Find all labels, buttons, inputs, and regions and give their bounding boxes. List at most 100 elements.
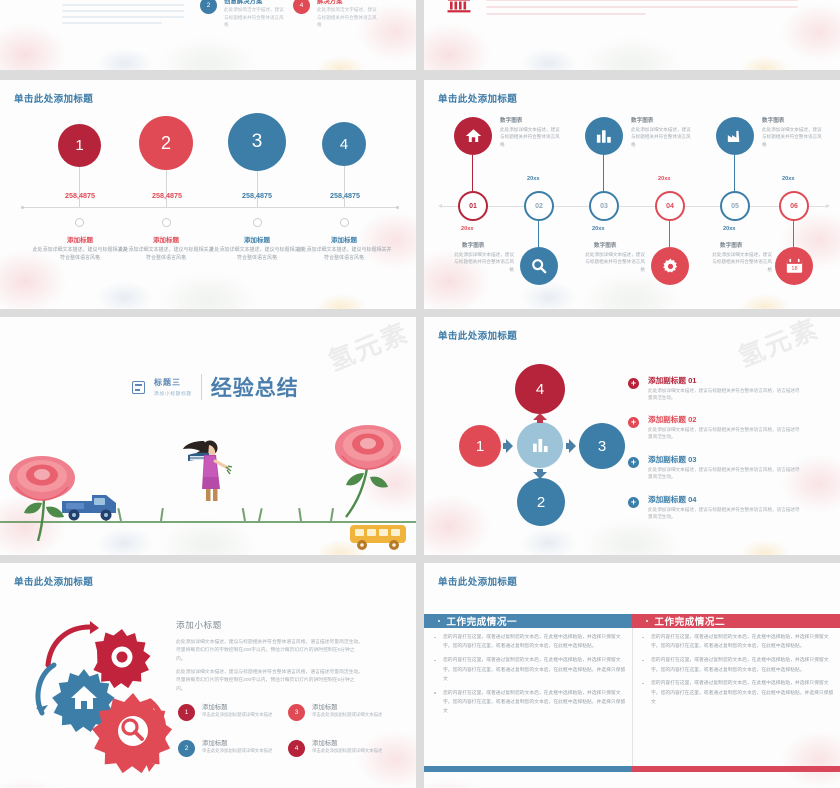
- step-year-1: 20xx: [461, 226, 474, 232]
- plus-icon-1[interactable]: +: [628, 378, 639, 389]
- bullet-item: 您的内容打在这里，或者通过复制您的文本后，在此框中选择粘贴，并选择只保留文字。您…: [430, 689, 626, 717]
- step-ring-5[interactable]: 05: [720, 191, 750, 221]
- bullet-dot-icon: [438, 619, 441, 622]
- slide-thumbnail-gears[interactable]: 单击此处添加标题: [0, 563, 416, 788]
- rose-illustration-right: [335, 425, 401, 518]
- column-header-right-label: 工作完成情况二: [654, 616, 726, 628]
- cycle-circle-left[interactable]: 1: [459, 425, 501, 467]
- slide-thumbnail-balloons[interactable]: 单击此处添加标题 1 258,4875 添加标题 此处添加详细文本描述，建议与标…: [0, 80, 416, 309]
- arrow-down-icon: [533, 469, 547, 479]
- timeline-axis: [21, 205, 399, 209]
- step-icon-circle-5[interactable]: [716, 117, 754, 155]
- step-heading-1: 数字图表: [500, 118, 523, 124]
- cycle-circle-right[interactable]: 3: [579, 423, 625, 469]
- step-ring-4[interactable]: 04: [655, 191, 685, 221]
- gears-item-number-3: 3: [288, 704, 305, 721]
- step-ring-2[interactable]: 02: [524, 191, 554, 221]
- gears-item-desc-1: 单击此处添加副标题或详细文本描述: [202, 712, 273, 717]
- column-body-right: 您的内容打在这里，或者通过复制您的文本后，在此框中选择粘贴，并选择只保留文字。您…: [638, 633, 834, 712]
- gears-item-desc-3: 单击此处添加副标题或详细文本描述: [312, 712, 383, 717]
- ground-line: [0, 521, 416, 523]
- gear-icon: [662, 258, 677, 273]
- balloon-label-1: 添加标题: [67, 237, 93, 244]
- step-body-5: 此处添加详细文本描述，建议与标题相关并符合整体语言风格: [762, 127, 822, 147]
- cycle-list-title-2: 添加副标题 02: [648, 415, 697, 424]
- slide-thumbnail-six-steps[interactable]: 单击此处添加标题 01 20xx 数字图表 此处添加详细文本描述，建议与标题相关…: [424, 80, 840, 309]
- cycle-circle-bottom[interactable]: 2: [517, 478, 565, 526]
- top-left-item-body-2: 此处添加简洁文字描述，建议与标题相关并符合整体语言风格: [317, 7, 377, 28]
- bullet-item: 您的内容打在这里，或者通过复制您的文本后，在此框中选择粘贴，并选择只保留文字。您…: [430, 633, 626, 652]
- gears-item-title-1: 添加标题: [202, 704, 228, 711]
- step-body-2: 此处添加详细文本描述，建议与标题相关并符合整体语言风格: [454, 252, 514, 272]
- plus-icon-2[interactable]: +: [628, 417, 639, 428]
- bullet-dot-icon: [646, 619, 649, 622]
- gear-red-search: [92, 693, 173, 774]
- step-year-4: 20xx: [658, 176, 671, 182]
- step-body-1: 此处添加详细文本描述，建议与标题相关并符合整体语言风格: [500, 127, 560, 147]
- svg-text:18: 18: [791, 266, 797, 272]
- factory-icon: [727, 130, 739, 142]
- timeline-node-4: [340, 218, 349, 227]
- step-icon-circle-4[interactable]: [651, 247, 689, 285]
- step-ring-3[interactable]: 03: [589, 191, 619, 221]
- balloon-3[interactable]: 3: [228, 113, 286, 171]
- balloon-1[interactable]: 1: [58, 124, 101, 167]
- slide-thumbnail-two-columns[interactable]: 单击此处添加标题 工作完成情况一 工作完成情况二 您的内容打在这里，或者通过复制…: [424, 563, 840, 788]
- step-body-6: 此处添加详细文本描述，建议与标题相关并符合整体语言风格: [712, 252, 772, 272]
- bullet-item: 您的内容打在这里，或者通过复制您的文本后，在此框中选择粘贴，并选择只保留文字。您…: [638, 656, 834, 675]
- cycle-circle-top[interactable]: 4: [515, 364, 565, 414]
- gear-blue-house: [52, 669, 115, 732]
- balloon-label-3: 添加标题: [244, 237, 270, 244]
- step-icon-circle-1[interactable]: [454, 117, 492, 155]
- step-icon-circle-3[interactable]: [585, 117, 623, 155]
- arrow-right-icon-left: [503, 439, 513, 453]
- step-heading-2: 数字图表: [462, 243, 485, 249]
- blue-truck-illustration: [62, 495, 116, 521]
- slide-thumbnail-cycle[interactable]: 单击此处添加标题 4 2 1 3 + 添加副标题 01 此处添加详细文本描述，建…: [424, 317, 840, 555]
- footer-bar-left: [424, 766, 632, 772]
- cycle-list-body-2: 此处添加详细文本描述，建议与标题相关并符合整体语言风格，语言描述尽量简洁生动。: [648, 427, 800, 440]
- section-badge-icon: [132, 380, 145, 394]
- slide-thumbnail-top-right[interactable]: [424, 0, 840, 70]
- section-sublabel: 添加小标题标题: [154, 392, 192, 397]
- column-divider: [632, 628, 633, 768]
- balloon-4[interactable]: 4: [322, 122, 366, 166]
- cover-title: 经验总结: [210, 377, 299, 400]
- arrow-up-icon: [533, 413, 547, 423]
- step-ring-1[interactable]: 01: [458, 191, 488, 221]
- step-year-6: 20xx: [782, 176, 795, 182]
- rose-illustration-left: [9, 456, 75, 541]
- top-left-item-body-1: 此处添加简洁文字描述，建议与标题相关并符合整体语言风格: [224, 7, 284, 28]
- slide-thumbnail-top-left[interactable]: 2 创意解决方案 此处添加简洁文字描述，建议与标题相关并符合整体语言风格 4 解…: [0, 0, 416, 70]
- cycle-list-body-4: 此处添加详细文本描述，建议与标题相关并符合整体语言风格，语言描述尽量简洁生动。: [648, 507, 800, 520]
- step-icon-circle-6[interactable]: 18: [775, 247, 813, 285]
- cycle-list-body-1: 此处添加详细文本描述，建议与标题相关并符合整体语言风格，语言描述尽量简洁生动。: [648, 388, 800, 401]
- page-title: 单击此处添加标题: [14, 94, 94, 105]
- step-heading-4: 数字图表: [594, 243, 617, 249]
- cycle-center-circle[interactable]: [517, 422, 563, 468]
- yellow-bus-illustration: [350, 525, 406, 550]
- plus-icon-4[interactable]: +: [628, 497, 639, 508]
- chart-icon: [596, 129, 611, 143]
- timeline-node-3: [253, 218, 262, 227]
- step-ring-6[interactable]: 06: [779, 191, 809, 221]
- six-step-axis: [438, 204, 830, 208]
- balloon-label-2: 添加标题: [153, 237, 179, 244]
- bullet-item: 您的内容打在这里，或者通过复制您的文本后，在此框中选择粘贴，并选择只保留文字。您…: [430, 656, 626, 684]
- cycle-list-body-3: 此处添加详细文本描述，建议与标题相关并符合整体语言风格，语言描述尽量简洁生动。: [648, 467, 800, 480]
- slide-thumbnail-cover[interactable]: 标题三 添加小标题标题 经验总结: [0, 317, 416, 555]
- balloon-2[interactable]: 2: [139, 116, 193, 170]
- plus-icon-3[interactable]: +: [628, 457, 639, 468]
- page-title: 单击此处添加标题: [438, 94, 518, 105]
- step-icon-circle-2[interactable]: [520, 247, 558, 285]
- gears-paragraph-2: 此处添加详细文本描述，建议与标题相关并符合整体语言风格，语言描述尽量简洁生动。尽…: [176, 670, 364, 692]
- column-body-left: 您的内容打在这里，或者通过复制您的文本后，在此框中选择粘贴，并选择只保留文字。您…: [430, 633, 626, 721]
- cycle-list-title-4: 添加副标题 04: [648, 495, 697, 504]
- gears-item-title-3: 添加标题: [312, 704, 338, 711]
- page-title: 单击此处添加标题: [438, 577, 518, 588]
- gears-paragraph-1: 此处添加详细文本描述，建议与标题相关并符合整体语言风格，语言描述尽量简洁生动。尽…: [176, 640, 364, 662]
- gears-item-number-1: 1: [178, 704, 195, 721]
- footer-bar-right: [632, 766, 840, 772]
- column-header-left-label: 工作完成情况一: [446, 616, 518, 628]
- gears-item-number-4: 4: [288, 740, 305, 757]
